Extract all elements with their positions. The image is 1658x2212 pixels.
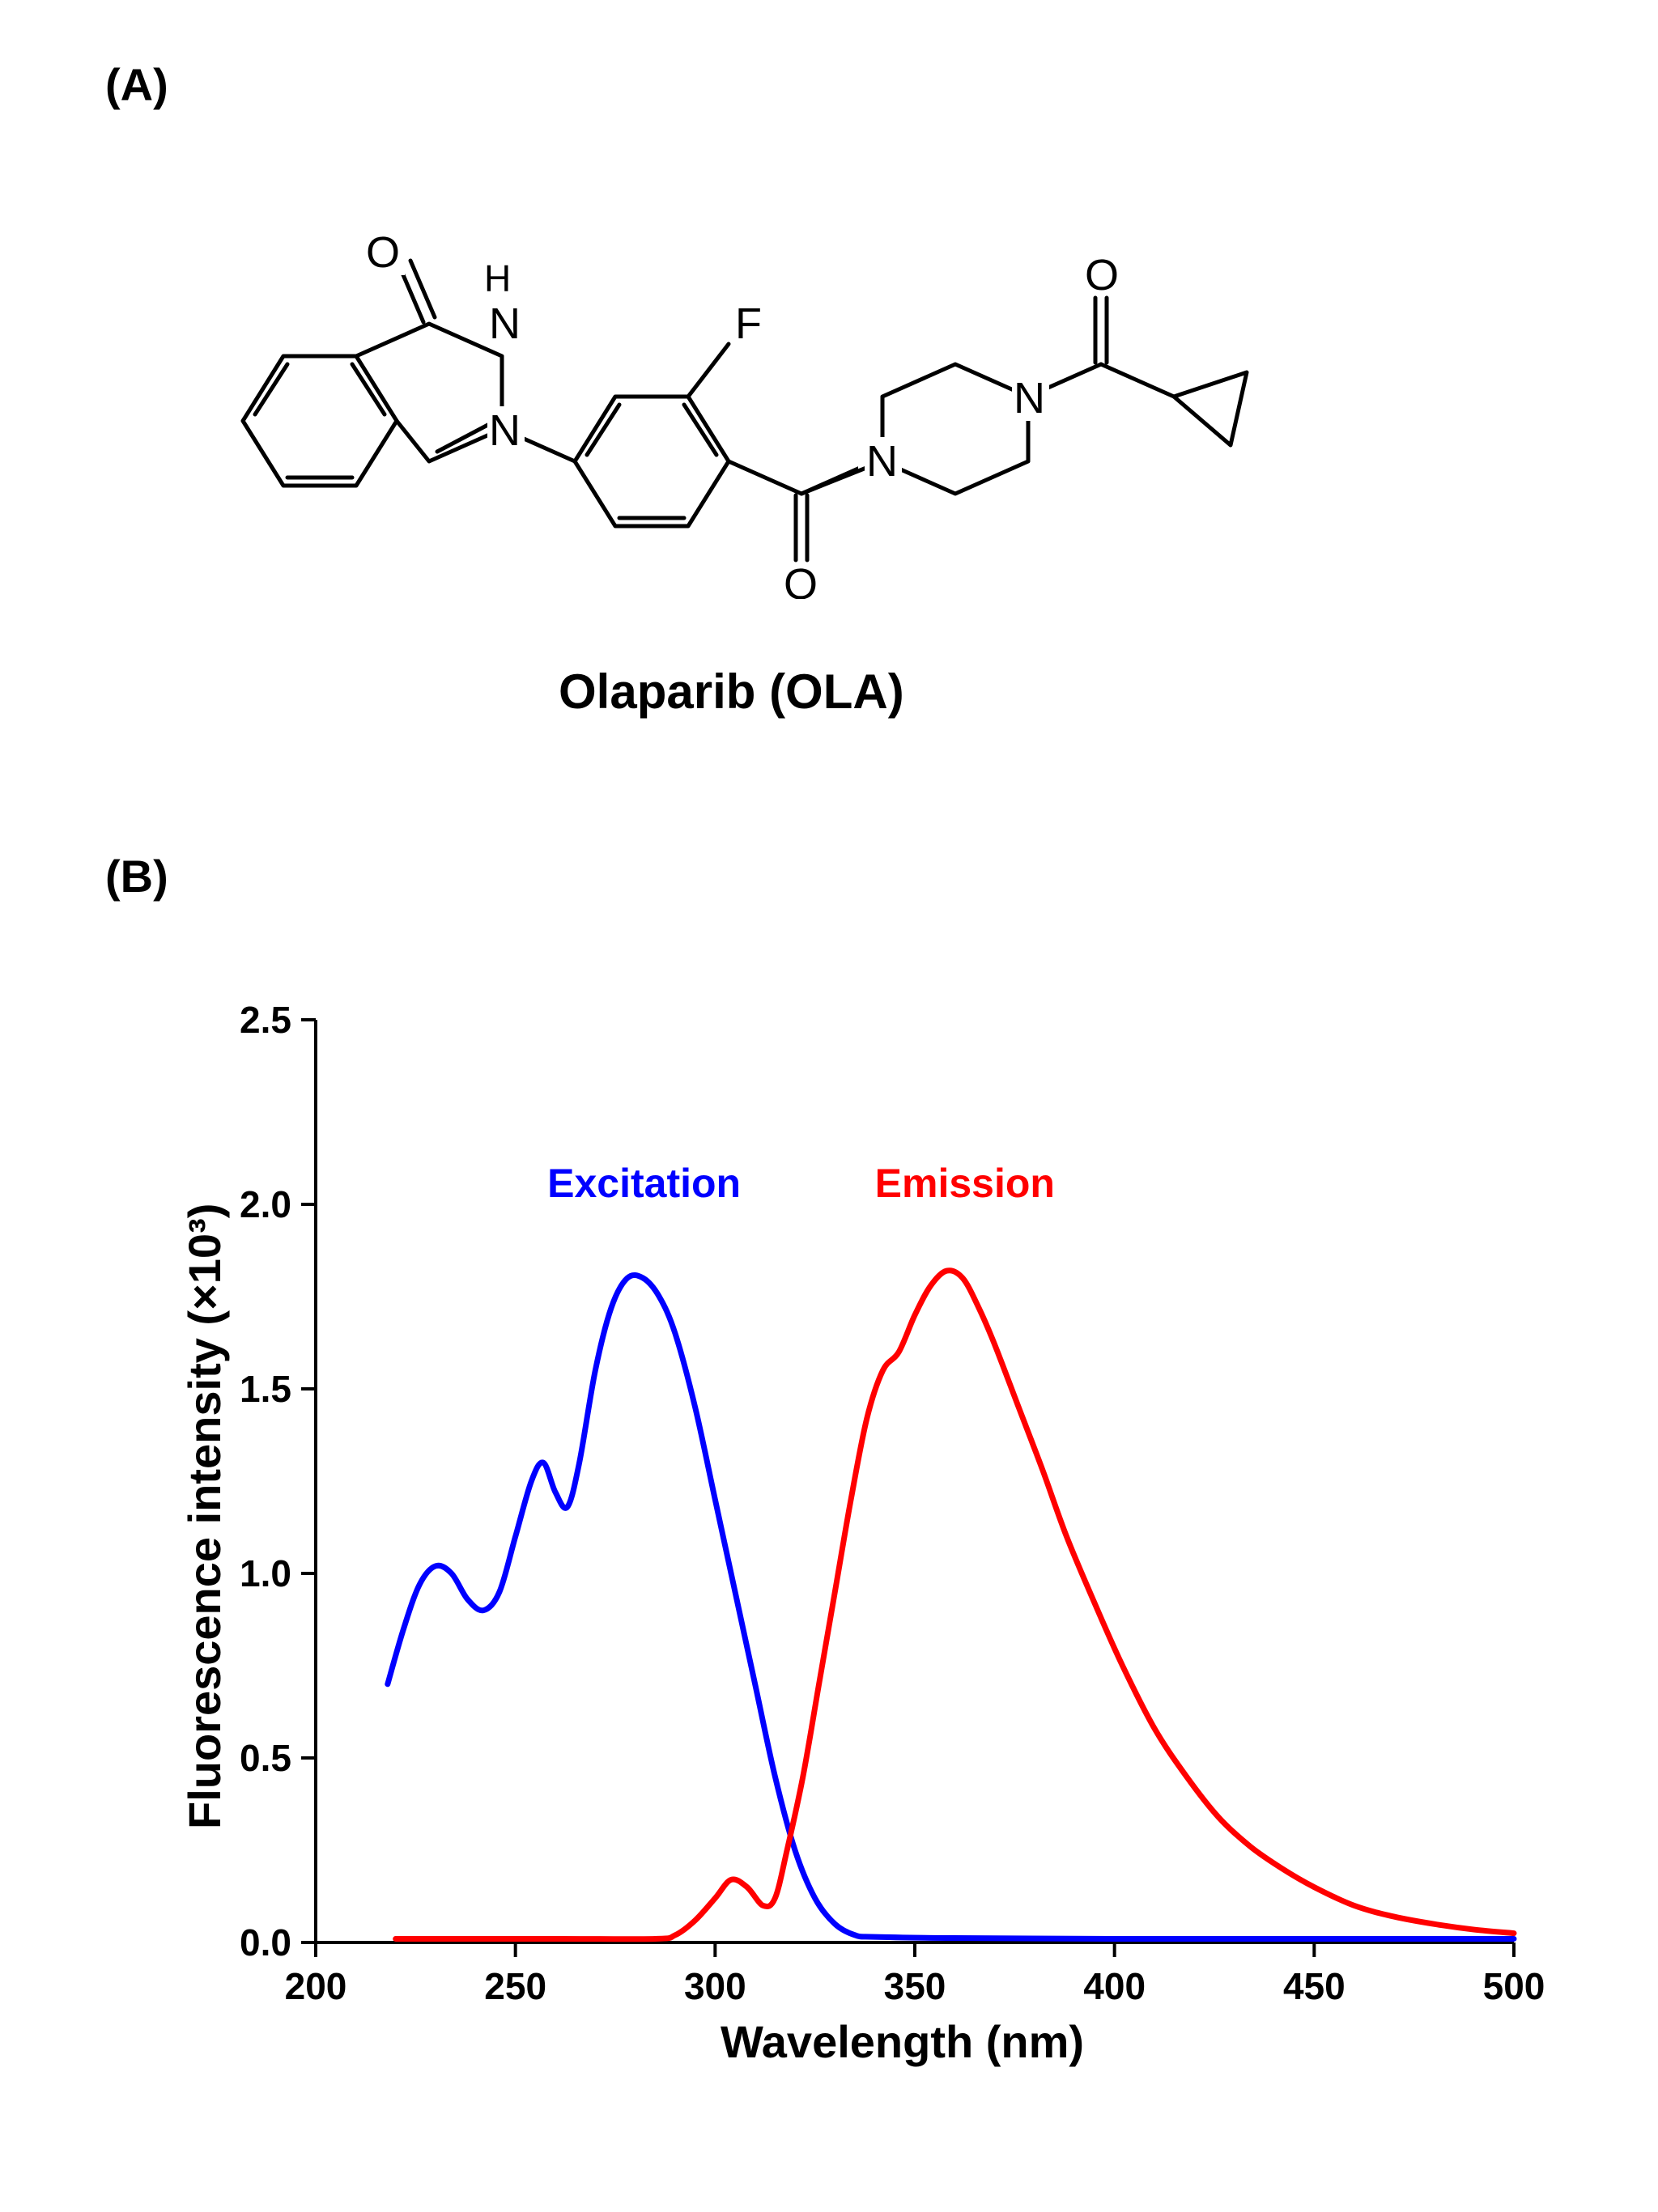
- figure-page: (A): [0, 0, 1658, 2208]
- y-axis-label: Fluorescence intensity (×10³): [178, 1204, 231, 1829]
- svg-text:500: 500: [1483, 1965, 1545, 2007]
- svg-text:Emission: Emission: [875, 1161, 1055, 1206]
- chart-svg: 200 250 300 350 400 450 500 0.0 0.5 1.0 1.5 2.0 2.5 E…: [0, 0, 1658, 2208]
- svg-text:250: 250: [484, 1965, 546, 2007]
- svg-text:1.0: 1.0: [240, 1552, 291, 1594]
- svg-text:0.5: 0.5: [240, 1737, 291, 1779]
- x-axis-label: Wavelength (nm): [721, 2015, 1084, 2068]
- svg-text:300: 300: [684, 1965, 746, 2007]
- svg-text:350: 350: [884, 1965, 946, 2007]
- svg-text:450: 450: [1283, 1965, 1346, 2007]
- svg-text:1.5: 1.5: [240, 1368, 291, 1410]
- svg-text:2.0: 2.0: [240, 1183, 291, 1225]
- svg-text:2.5: 2.5: [240, 999, 291, 1041]
- svg-text:400: 400: [1083, 1965, 1146, 2007]
- svg-text:Excitation: Excitation: [547, 1161, 741, 1206]
- svg-text:0.0: 0.0: [240, 1921, 291, 1964]
- fluorescence-spectra-chart: 200 250 300 350 400 450 500 0.0 0.5 1.0 1.5 2.0 2.5 E…: [0, 0, 1658, 2208]
- svg-text:200: 200: [285, 1965, 347, 2007]
